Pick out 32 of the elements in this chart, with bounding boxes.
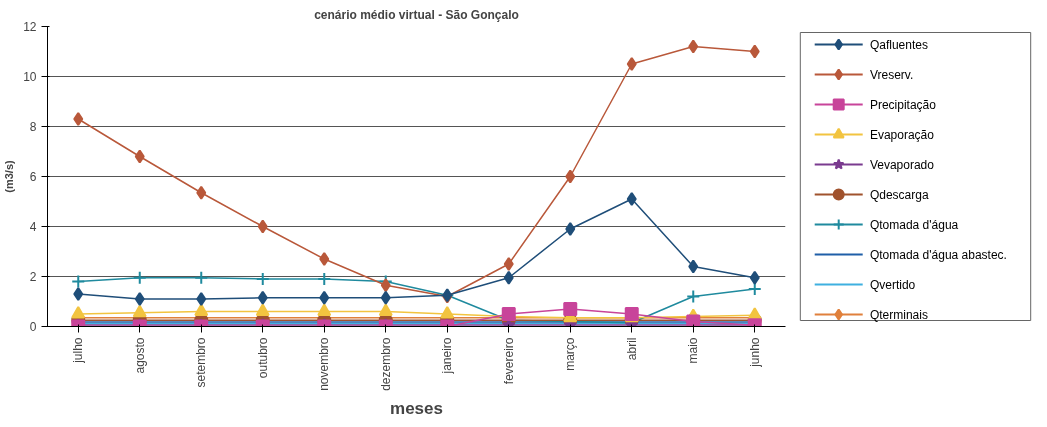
- legend-label: Qdescarga: [869, 187, 929, 202]
- x-tick-label: setembro: [194, 337, 209, 388]
- y-tick-label: 12: [23, 20, 37, 34]
- legend-label: Qafluentes: [869, 37, 928, 52]
- y-tick-label: 2: [29, 270, 37, 284]
- x-tick-label: abril: [624, 337, 639, 361]
- chart-title: cenário médio virtual - São Gonçalo: [314, 7, 519, 22]
- legend-label: Qtomada d'água abastec.: [869, 247, 1007, 262]
- x-axis-title: meses: [390, 398, 443, 418]
- y-tick-label: 8: [29, 120, 37, 134]
- x-tick-label: junho: [747, 337, 762, 368]
- legend-label: Qterminais: [869, 307, 928, 322]
- x-tick-label: março: [563, 337, 578, 371]
- y-tick-label: 10: [23, 70, 37, 84]
- x-tick-label: janeiro: [440, 337, 455, 375]
- x-tick-label: agosto: [132, 337, 147, 374]
- y-tick-label: 4: [29, 220, 37, 234]
- x-tick-label: maio: [686, 337, 701, 364]
- legend-label: Precipitação: [869, 97, 937, 112]
- x-tick-label: dezembro: [378, 337, 393, 391]
- x-tick-label: julho: [71, 337, 86, 364]
- legend-label: Evaporação: [869, 127, 935, 142]
- x-tick-label: outubro: [255, 337, 270, 379]
- y-tick-label: 0: [29, 320, 37, 334]
- legend-label: Vreserv.: [869, 67, 914, 82]
- y-tick-label: 6: [29, 170, 37, 184]
- legend-label: Qtomada d'água: [869, 217, 959, 232]
- legend-label: Vevaporado: [869, 157, 935, 172]
- x-tick-label: fevereiro: [501, 337, 516, 385]
- y-axis-title: (m3/s): [3, 159, 16, 193]
- legend-label: Qvertido: [869, 277, 916, 292]
- x-tick-label: novembro: [317, 337, 332, 391]
